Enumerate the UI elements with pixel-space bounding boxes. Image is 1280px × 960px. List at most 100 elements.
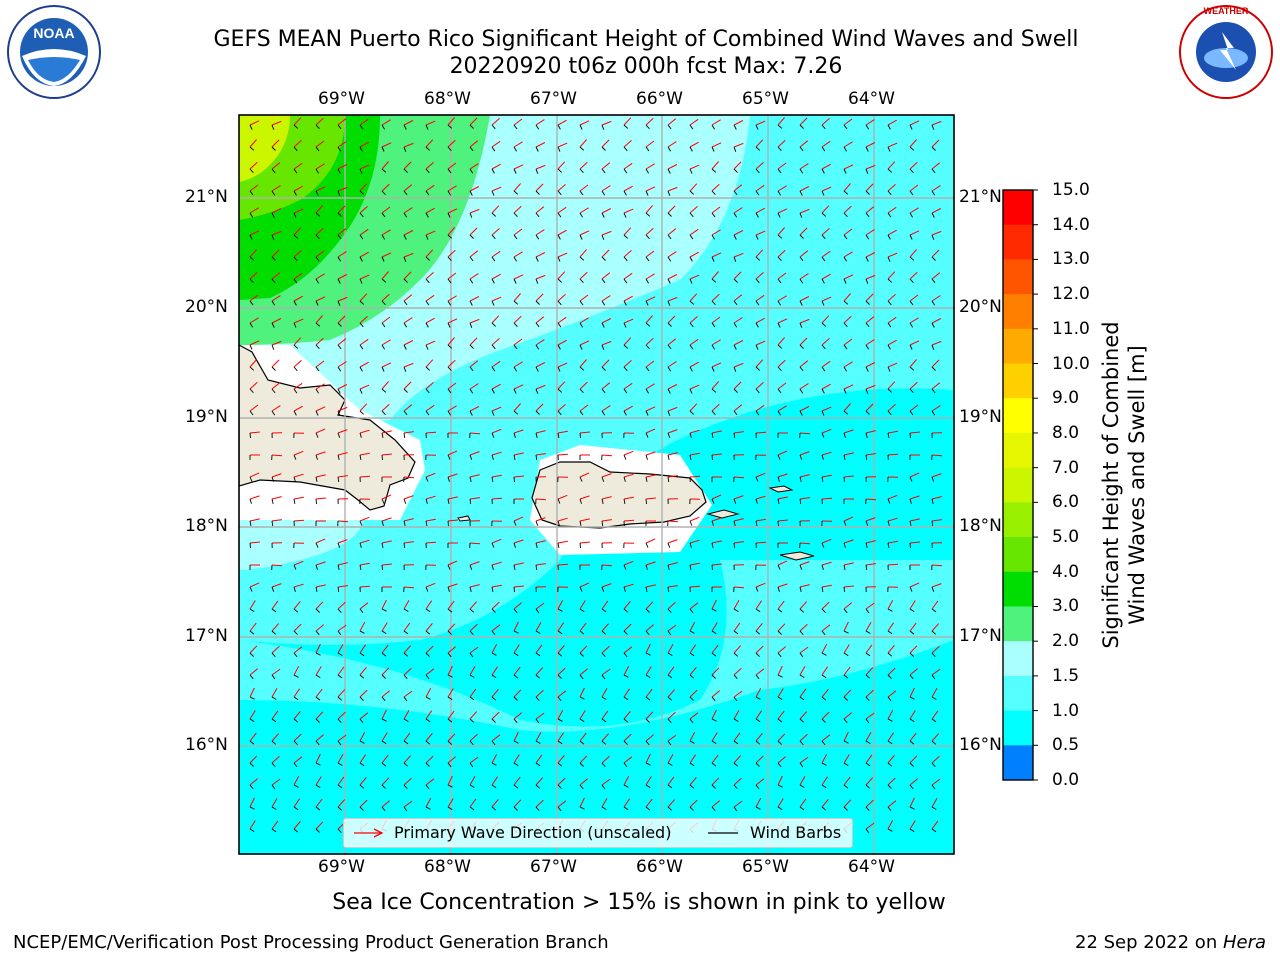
wind-barb <box>623 234 629 239</box>
wave-arrow <box>601 778 611 786</box>
wind-barb <box>865 146 869 152</box>
wave-arrow <box>315 711 324 720</box>
wind-barb <box>337 652 343 656</box>
wind-barb <box>579 366 585 371</box>
wind-barb <box>821 718 826 723</box>
wave-arrow <box>601 519 612 522</box>
wave-arrow <box>821 538 832 544</box>
wind-barb <box>315 784 321 788</box>
wind-barb <box>843 344 848 350</box>
wave-arrow <box>755 359 764 368</box>
wave-arrow <box>711 119 721 126</box>
wind-barb <box>865 652 871 657</box>
wave-arrow <box>271 668 281 676</box>
wind-barb <box>777 674 783 678</box>
wind-barb <box>491 344 496 350</box>
wave-arrow <box>535 316 545 324</box>
wind-barb <box>315 322 321 327</box>
wave-arrow <box>887 800 897 808</box>
wind-barb <box>733 696 738 702</box>
wave-arrow <box>755 340 766 346</box>
wind-barb <box>535 542 538 549</box>
wave-arrow <box>821 734 831 742</box>
wave-arrow <box>645 776 652 786</box>
wind-barb <box>733 168 738 173</box>
wind-barb <box>667 388 671 394</box>
wave-arrow <box>645 117 654 126</box>
wave-arrow <box>469 711 478 720</box>
wind-barb <box>381 212 386 218</box>
wave-arrow <box>931 668 941 676</box>
wave-arrow <box>491 666 499 676</box>
wind-barb <box>381 234 385 240</box>
wave-arrow <box>667 338 677 346</box>
wind-barb <box>711 718 717 722</box>
wind-barb <box>293 300 297 306</box>
wind-barb <box>931 652 936 657</box>
wind-barb <box>645 146 650 152</box>
wind-barb <box>623 300 627 306</box>
wind-barb <box>293 322 297 328</box>
wave-arrow <box>491 624 501 632</box>
wave-arrow <box>909 340 920 346</box>
wind-barb <box>337 432 341 438</box>
wave-arrow <box>359 562 370 566</box>
wind-barb <box>557 630 563 635</box>
wind-barb <box>711 256 715 262</box>
wave-arrow <box>425 162 434 170</box>
wind-barb <box>909 410 914 416</box>
wind-barb <box>799 212 803 218</box>
wind-barb <box>601 366 606 371</box>
colorbar-segment <box>1003 641 1033 677</box>
wind-barb <box>381 696 386 702</box>
wind-barb <box>469 410 473 416</box>
wind-barb <box>513 410 519 415</box>
wind-barb <box>513 146 517 152</box>
wave-arrow <box>887 119 897 126</box>
wind-barb <box>689 344 694 350</box>
wind-barb <box>469 476 472 483</box>
wind-barb <box>249 366 255 371</box>
wave-arrow <box>513 602 523 610</box>
wind-barb <box>381 630 387 634</box>
wind-barb <box>711 124 715 130</box>
wind-barb <box>579 586 583 592</box>
wind-barb <box>645 410 649 416</box>
wave-arrow <box>667 776 675 786</box>
wave-arrow <box>777 185 787 192</box>
wave-arrow <box>887 690 897 698</box>
wave-arrow <box>645 538 656 544</box>
wave-arrow <box>645 163 655 170</box>
wind-barb <box>359 212 364 218</box>
wave-arrow <box>821 428 832 434</box>
colorbar-tick-label: 1.5 <box>1052 665 1080 686</box>
wave-arrow <box>535 206 545 214</box>
wave-arrow <box>755 139 764 148</box>
colorbar-tick-label: 13.0 <box>1052 249 1090 270</box>
wave-arrow <box>733 690 743 698</box>
wind-barb <box>293 146 298 152</box>
wave-arrow <box>271 405 281 412</box>
wave-arrow <box>271 454 283 457</box>
wave-arrow <box>447 519 458 522</box>
wave-arrow <box>557 517 568 522</box>
wave-arrow <box>909 161 918 170</box>
colorbar-label-line1: Significant Height of Combined <box>1099 321 1123 649</box>
wind-barb <box>271 366 276 371</box>
wave-arrow <box>293 798 301 808</box>
wind-barb <box>557 322 562 328</box>
wind-barb <box>777 256 782 262</box>
wind-barb <box>821 762 827 766</box>
wave-arrow <box>513 205 522 214</box>
wave-arrow <box>689 585 701 588</box>
wave-arrow <box>535 252 546 258</box>
wind-barb <box>293 410 297 416</box>
wave-arrow <box>249 732 257 742</box>
wave-arrow <box>425 382 434 390</box>
wave-arrow <box>645 643 651 654</box>
wave-arrow <box>447 473 458 478</box>
wind-barb <box>513 278 517 284</box>
wind-barb <box>667 476 670 483</box>
wind-barb <box>887 718 893 722</box>
wave-arrow <box>447 337 455 346</box>
